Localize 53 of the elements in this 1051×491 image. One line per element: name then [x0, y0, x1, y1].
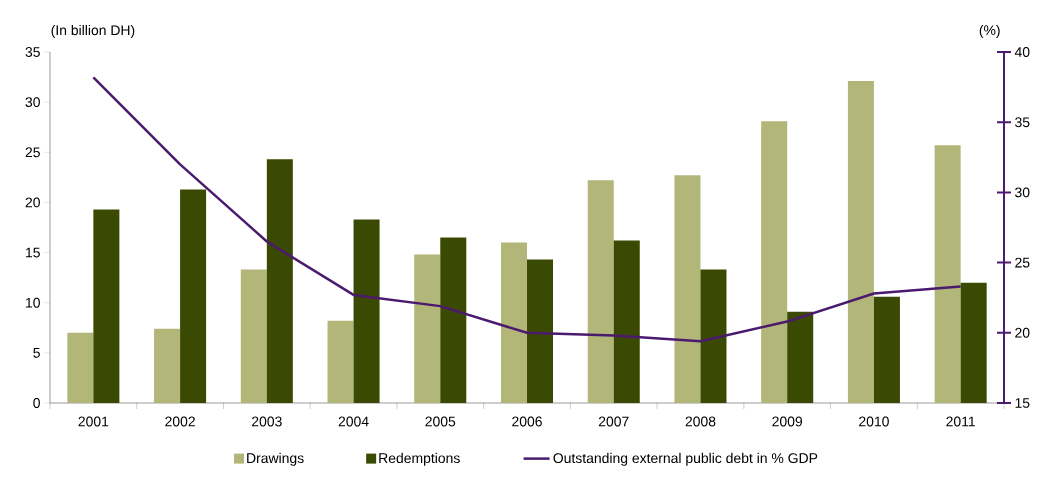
bar: [353, 219, 380, 403]
y-axis-title: (In billion DH): [51, 24, 135, 38]
y2-axis-title: (%): [979, 24, 1000, 38]
bar: [960, 282, 987, 403]
bar: [67, 332, 94, 403]
y2-tick-label: 40: [1014, 47, 1030, 57]
x-tick-label: 2011: [946, 416, 975, 427]
bar: [527, 259, 554, 403]
x-tick-label: 2006: [512, 416, 542, 427]
bar: [327, 320, 354, 403]
x-tick-label: 2002: [165, 416, 195, 427]
x-tick-label: 2009: [772, 416, 803, 427]
y2-tick-label: 30: [1015, 187, 1030, 198]
bar: [873, 296, 900, 403]
bar: [787, 311, 814, 403]
legend-label: Redemptions: [379, 452, 460, 466]
bar: [847, 81, 874, 403]
legend-label: Drawings: [247, 452, 304, 466]
y-tick-label: 0: [33, 398, 40, 408]
x-tick-label: 2001: [78, 416, 109, 427]
y2-tick-label: 20: [1015, 327, 1030, 338]
x-tick-label: 2010: [859, 416, 889, 427]
bar: [934, 145, 961, 403]
y-tick-label: 15: [26, 247, 40, 258]
x-tick-label: 2005: [425, 416, 456, 427]
bar: [761, 121, 788, 403]
bar: [154, 328, 181, 403]
bar: [240, 269, 267, 403]
y-tick-label: 5: [33, 347, 40, 358]
bar: [414, 254, 441, 403]
y2-tick-label: 15: [1015, 398, 1030, 408]
x-tick-label: 2004: [338, 416, 369, 427]
y2-tick-label: 25: [1015, 257, 1030, 268]
x-tick-label: 2008: [685, 416, 716, 427]
bar: [700, 269, 727, 403]
bar: [587, 180, 614, 403]
y-tick-label: 20: [25, 197, 40, 208]
line-series: [92, 76, 962, 343]
bar: [93, 209, 120, 403]
y-tick-label: 30: [25, 97, 40, 108]
y-tick-label: 10: [26, 297, 40, 308]
x-tick-label: 2007: [598, 416, 629, 427]
bar: [500, 242, 528, 403]
y2-tick-label: 35: [1015, 117, 1030, 128]
bar: [266, 159, 293, 403]
legend-label: Outstanding external public debt in % GDP: [553, 452, 818, 466]
x-tick-label: 2003: [252, 416, 282, 427]
bar: [674, 175, 701, 403]
bar: [613, 240, 640, 403]
bar: [440, 237, 467, 403]
bar: [180, 189, 207, 403]
y-tick-label: 25: [25, 147, 40, 158]
y-tick-label: 35: [25, 47, 40, 57]
